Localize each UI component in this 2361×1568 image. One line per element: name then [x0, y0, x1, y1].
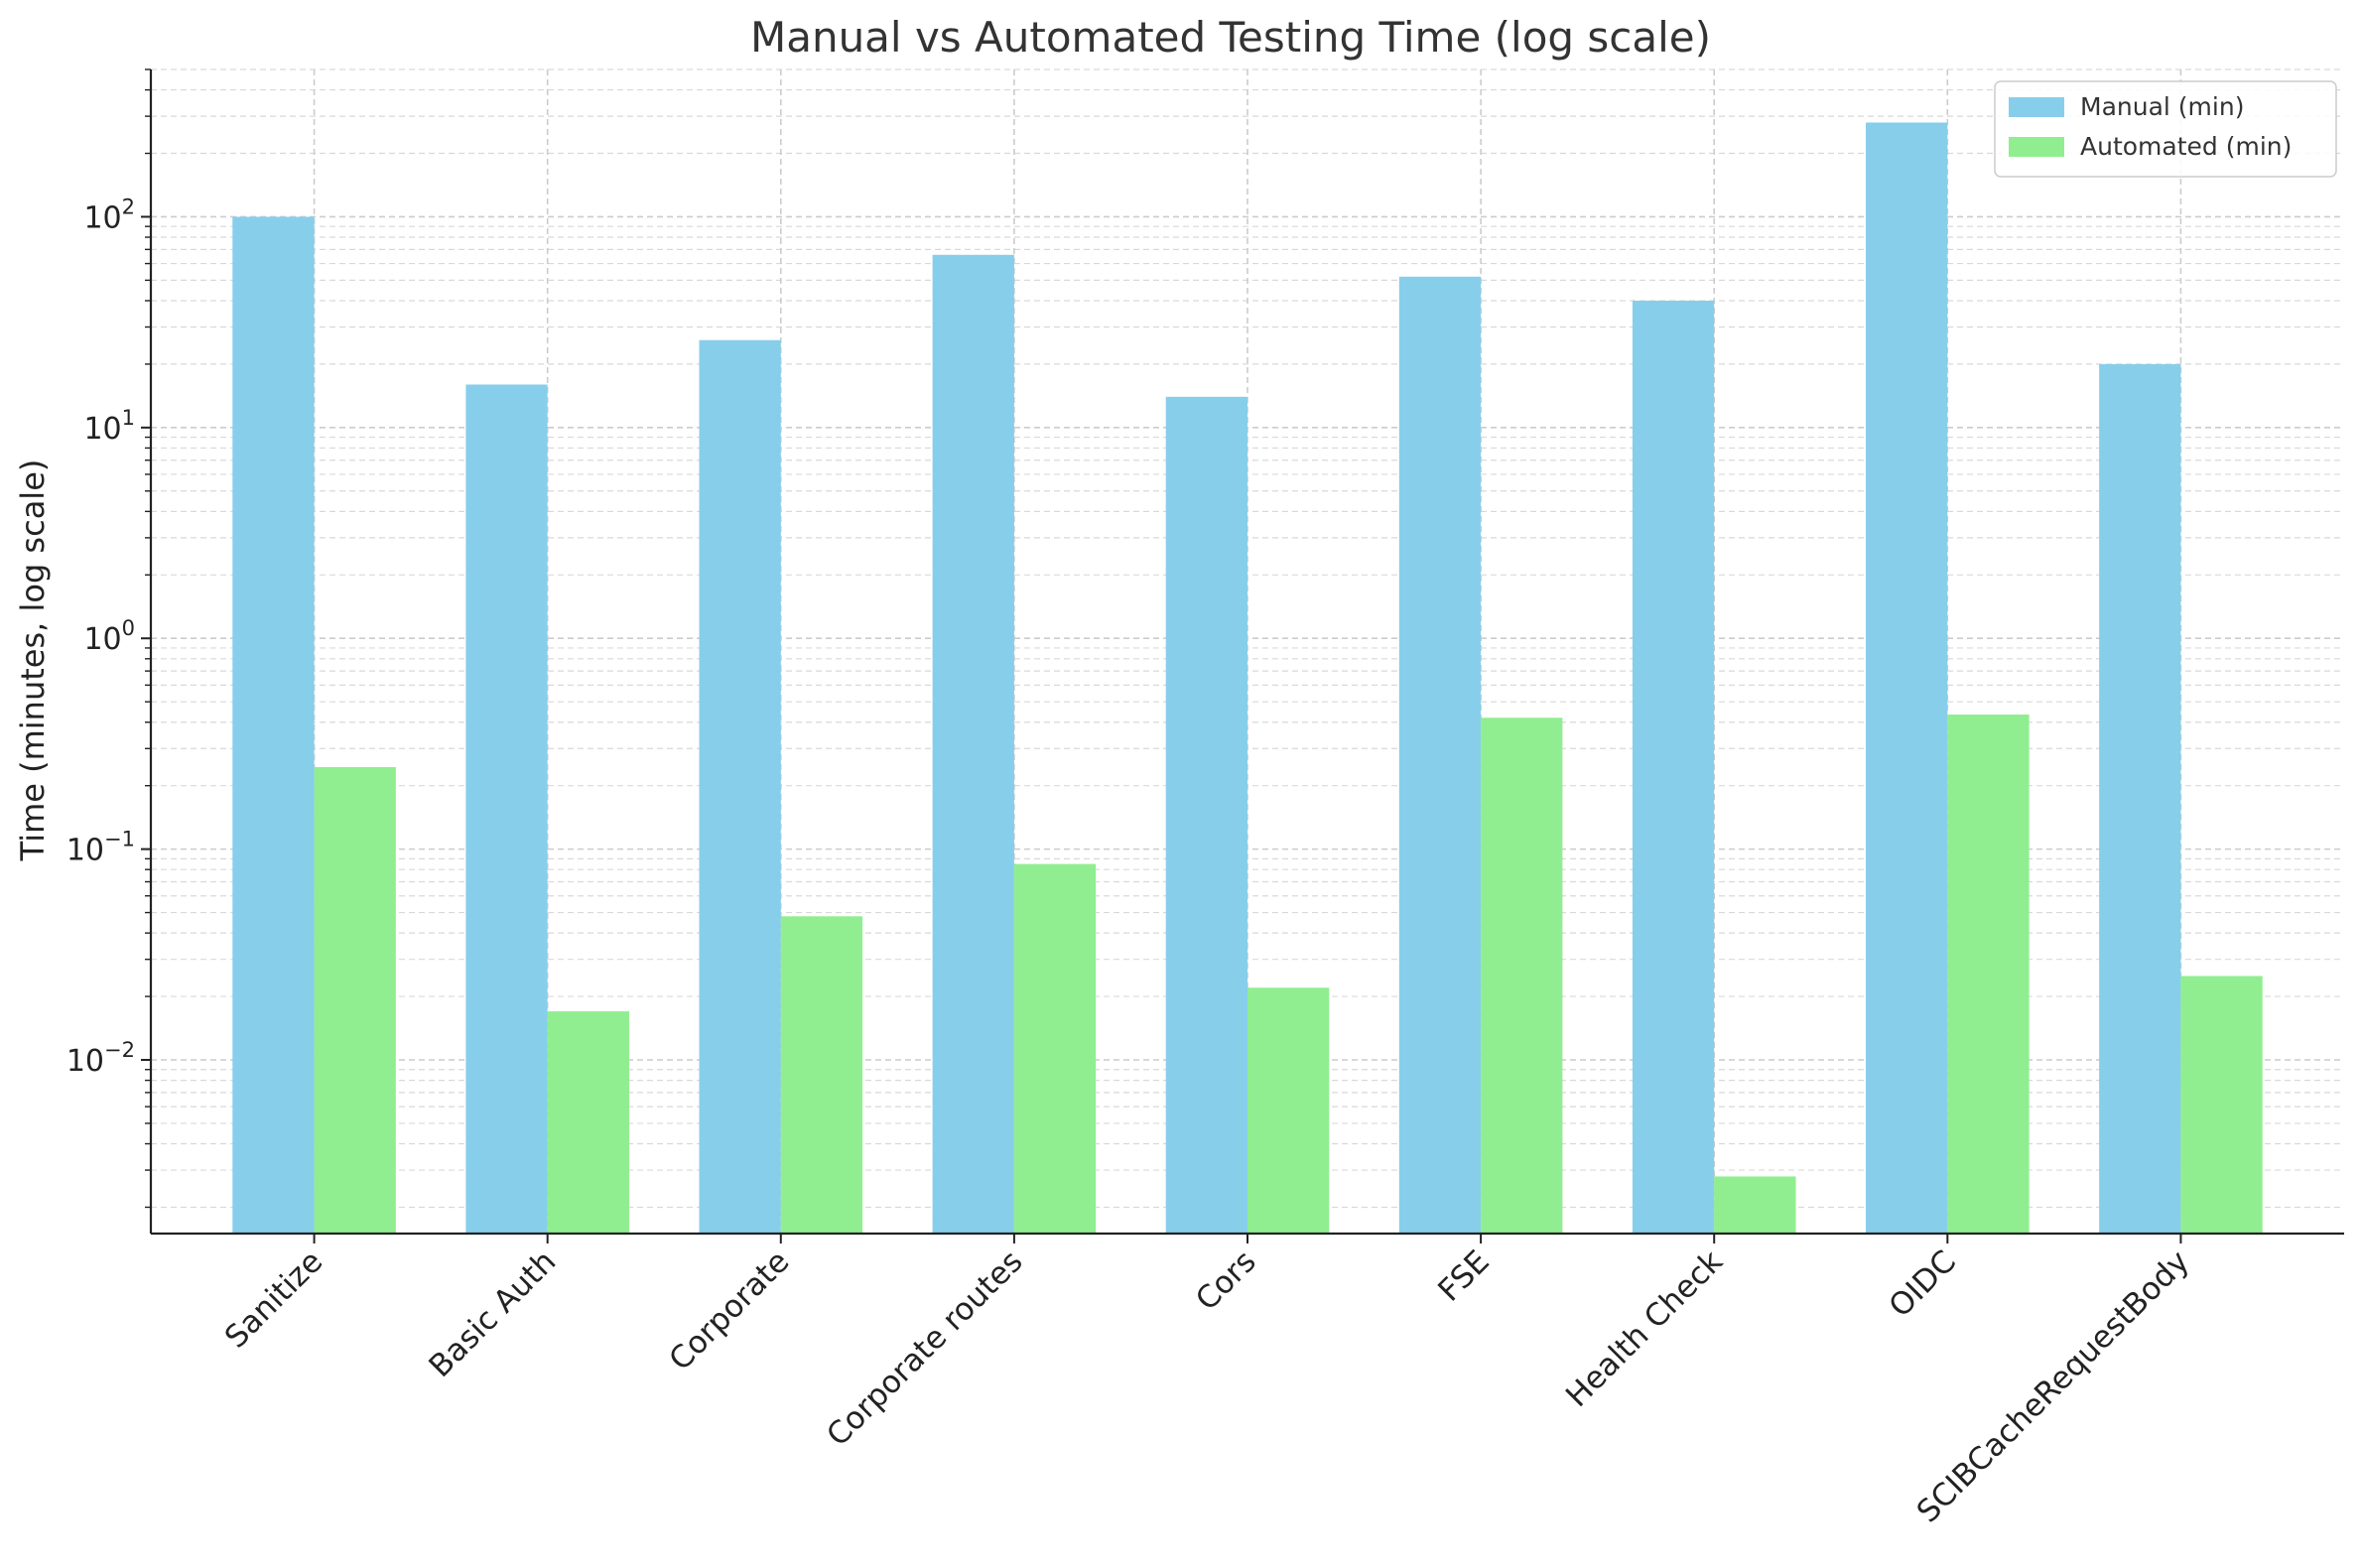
x-tick-label: Health Check [1559, 1243, 1730, 1414]
x-tick-label: Corporate routes [820, 1243, 1029, 1453]
manual-bar-health-check [1632, 300, 1715, 1234]
bars [232, 122, 2263, 1235]
automated-bar-cors [1247, 987, 1330, 1234]
legend-label: Manual (min) [2080, 92, 2244, 121]
legend-swatch [2009, 97, 2064, 117]
legend-label: Automated (min) [2080, 132, 2292, 161]
automated-bar-corporate-routes [1013, 863, 1097, 1234]
y-tick-label: 101 [83, 406, 135, 447]
y-tick-label: 102 [83, 195, 135, 235]
manual-bar-basic-auth [465, 384, 548, 1234]
y-tick-label: 100 [83, 616, 135, 657]
manual-bar-sanitize [232, 216, 315, 1234]
y-axis-label: Time (minutes, log scale) [14, 459, 52, 862]
x-ticks: Sanitize Basic Auth Corporate Corporate rou… [218, 1234, 2196, 1530]
manual-bar-scibcacherequestbody [2099, 363, 2181, 1234]
x-tick-label: SCIBCacheRequestBody [1910, 1243, 2196, 1529]
automated-bar-scibcacherequestbody [2180, 976, 2263, 1234]
x-tick-label: Cors [1189, 1243, 1263, 1318]
automated-bar-oidc [1947, 715, 2030, 1234]
automated-bar-corporate [780, 916, 863, 1234]
manual-bar-corporate-routes [932, 254, 1014, 1234]
legend-swatch [2009, 137, 2064, 157]
legend-box [1994, 80, 2337, 178]
x-tick-label: FSE [1431, 1243, 1496, 1308]
x-tick-label: Corporate [662, 1243, 796, 1377]
chart-title: Manual vs Automated Testing Time (log sc… [750, 13, 1711, 62]
x-tick-label: OIDC [1883, 1243, 1963, 1324]
manual-bar-cors [1165, 396, 1247, 1235]
x-tick-label: Basic Auth [422, 1243, 563, 1384]
y-tick-label: 10−2 [66, 1038, 135, 1079]
manual-bar-oidc [1866, 122, 1948, 1234]
x-tick-label: Sanitize [218, 1243, 329, 1355]
y-ticks: 10−2 10−1 100 101 102 [66, 68, 151, 1209]
manual-bar-corporate [699, 339, 781, 1235]
legend: Manual (min) Automated (min) [1994, 80, 2337, 178]
manual-bar-fse [1398, 276, 1482, 1234]
automated-bar-fse [1481, 718, 1563, 1234]
y-tick-label: 10−1 [66, 828, 135, 868]
automated-bar-sanitize [314, 766, 396, 1234]
automated-bar-basic-auth [547, 1011, 629, 1234]
automated-bar-health-check [1714, 1176, 1796, 1234]
